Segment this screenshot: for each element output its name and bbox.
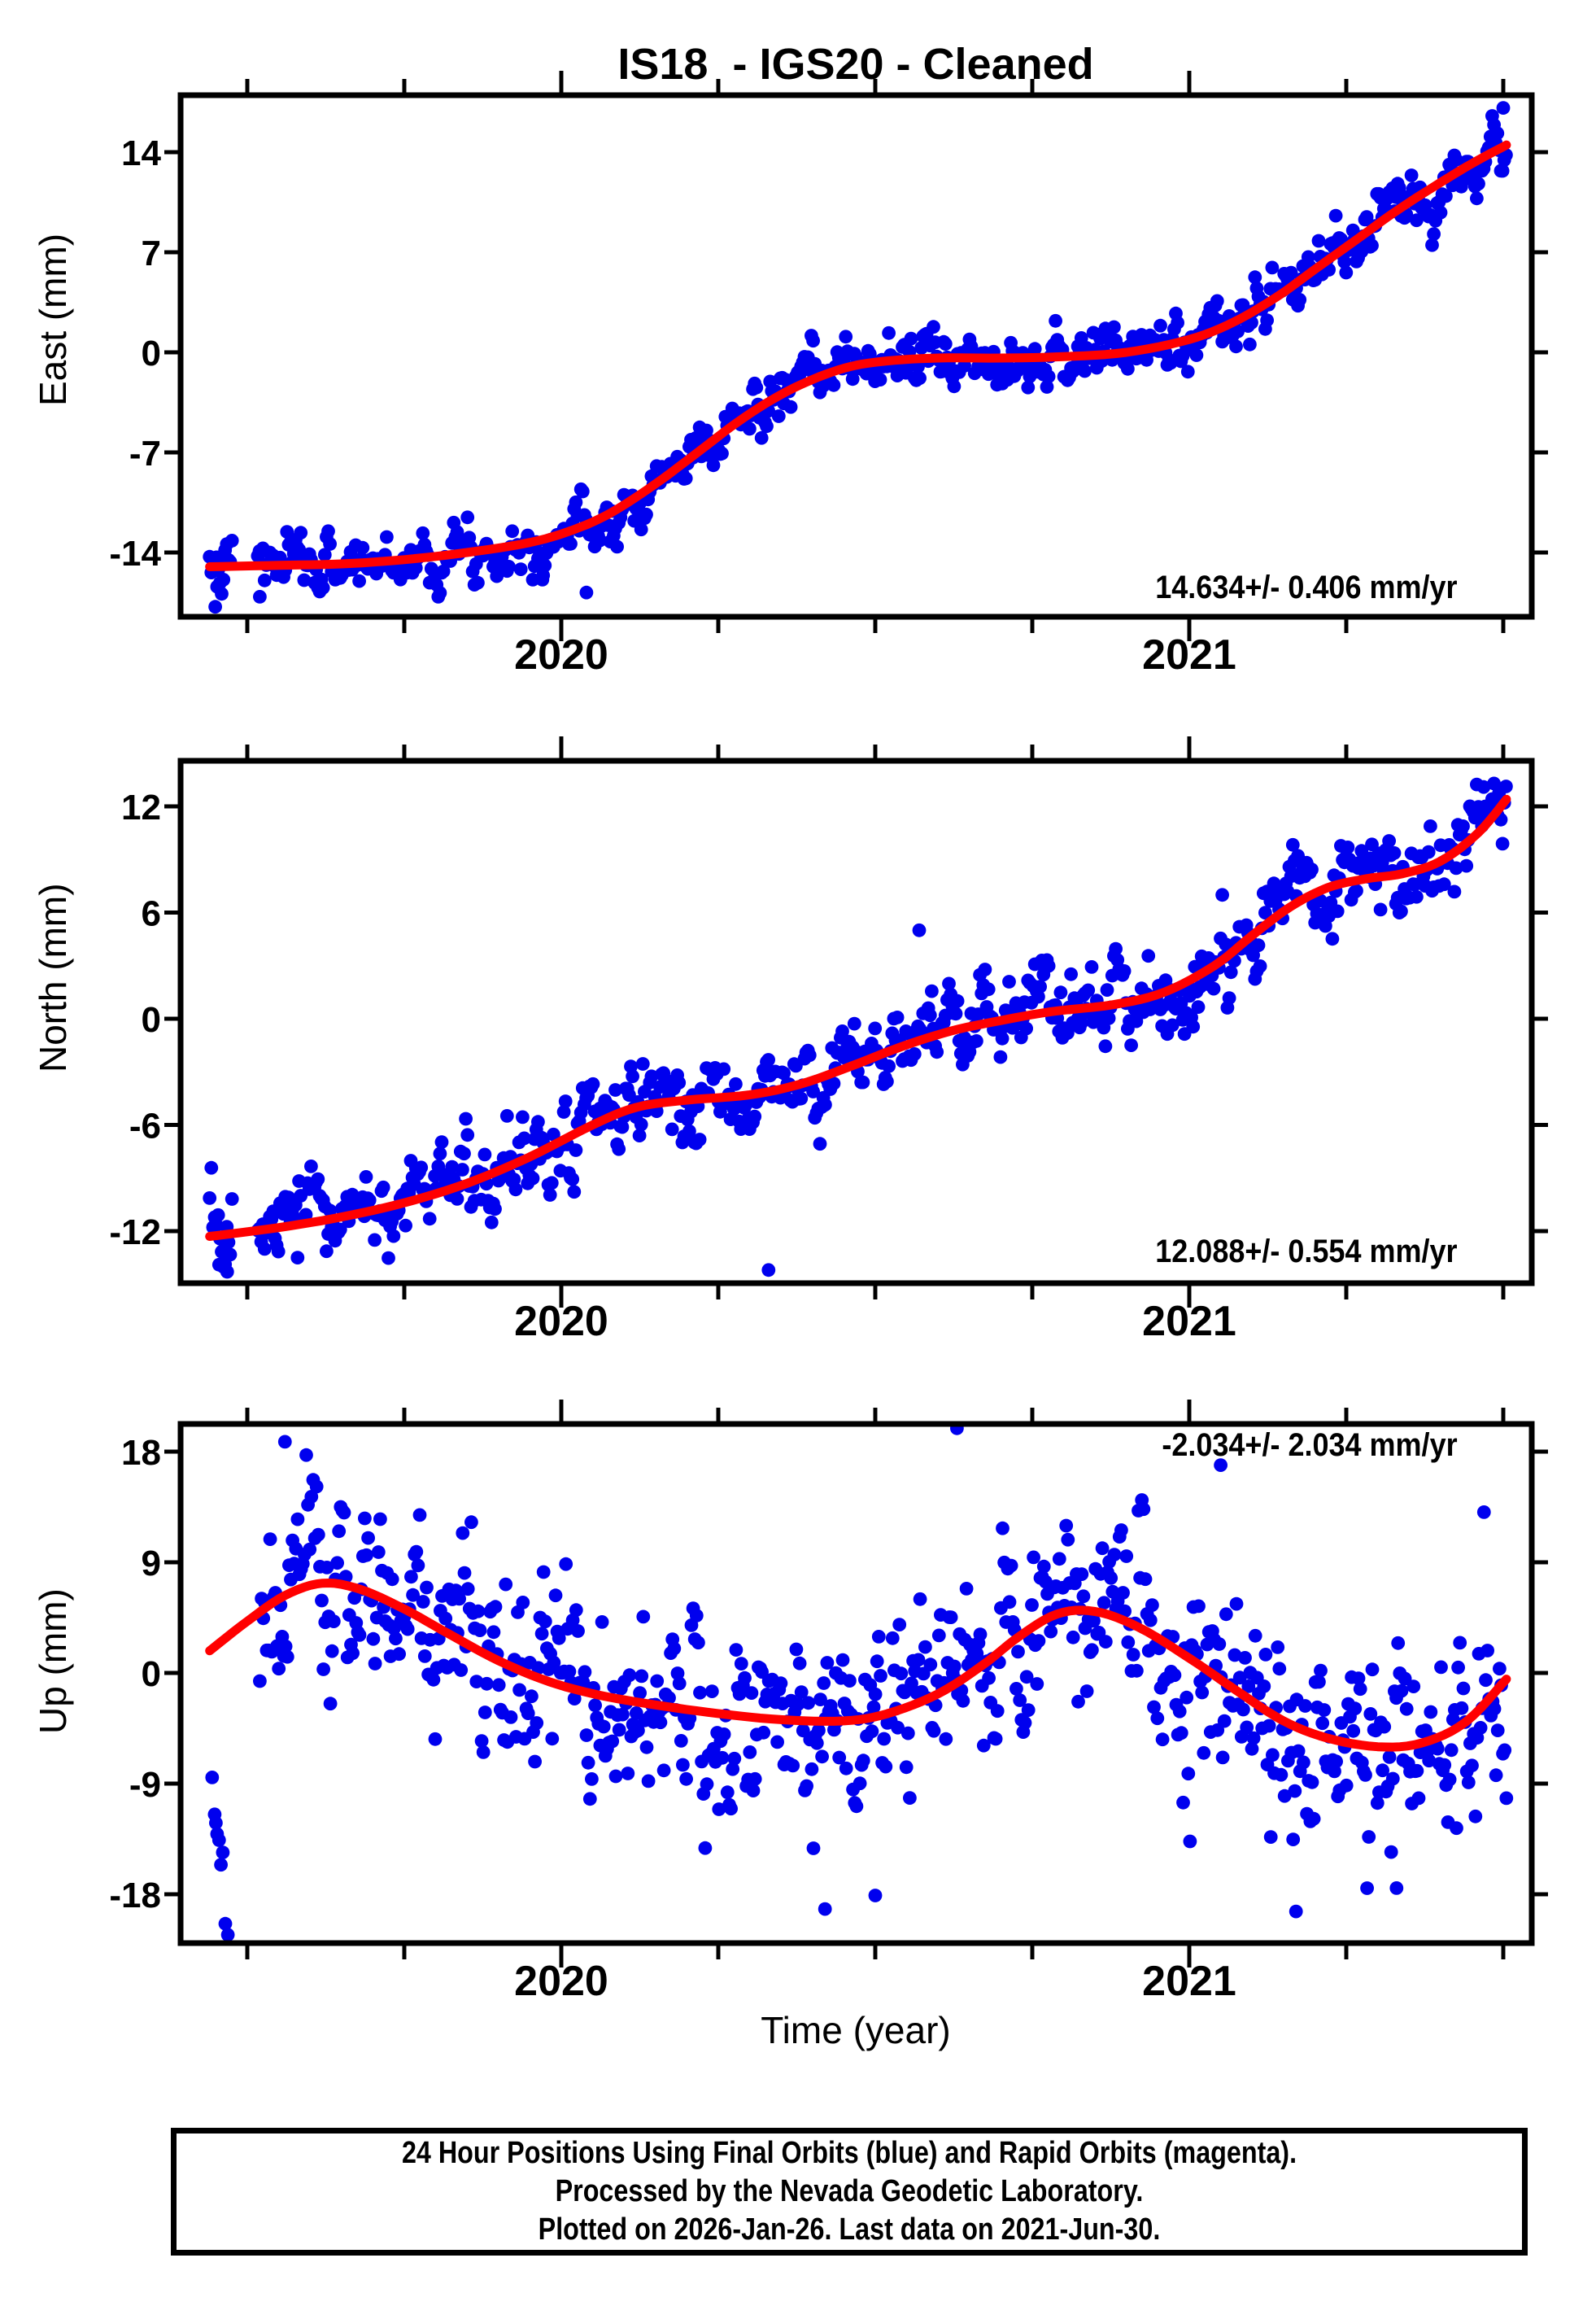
east-tick-marks [164,71,1548,641]
svg-text:2020: 2020 [514,1298,608,1345]
north-rate-annotation: 12.088+/- 0.554 mm/yr [1155,1234,1458,1269]
east-rate-annotation: 14.634+/- 0.406 mm/yr [1155,570,1458,605]
svg-text:2021: 2021 [1142,631,1236,679]
svg-text:18: 18 [121,1433,161,1473]
svg-text:2021: 2021 [1142,1298,1236,1345]
up-plot: 18 9 0 -9 -18 2020 2021 [109,1400,1548,2005]
east-trend-line [205,140,1511,571]
caption-line-3: Plotted on 2026-Jan-26. Last data on 202… [538,2212,1161,2247]
east-scatter-points [203,101,1513,614]
svg-text:0: 0 [142,1654,161,1694]
svg-text:-18: -18 [109,1876,161,1915]
east-axis-box [177,92,1535,620]
east-xtick-labels: 2020 2021 [514,631,1236,679]
north-xtick-labels: 2020 2021 [514,1298,1236,1345]
north-axis-title: North (mm) [32,883,74,1072]
svg-text:0: 0 [142,1000,161,1040]
svg-text:9: 9 [142,1544,161,1583]
caption-line-1: 24 Hour Positions Using Final Orbits (bl… [401,2136,1297,2170]
svg-text:2020: 2020 [514,1958,608,2005]
svg-text:14: 14 [121,133,161,173]
east-ytick-labels: 14 7 0 -7 -14 [109,133,161,574]
svg-text:2020: 2020 [514,631,608,679]
svg-text:0: 0 [142,334,161,373]
svg-text:-14: -14 [109,534,161,574]
north-axis-box [177,758,1535,1286]
up-axis-box [177,1421,1535,1946]
up-xtick-labels: 2020 2021 [514,1958,1236,2005]
north-trend-line [205,794,1511,1241]
svg-text:-12: -12 [109,1212,161,1252]
svg-text:2021: 2021 [1142,1958,1236,2005]
north-ytick-labels: 12 6 0 -6 -12 [109,788,161,1252]
up-axis-title: Up (mm) [32,1588,74,1734]
up-rate-annotation: -2.034+/- 2.034 mm/yr [1162,1427,1458,1463]
svg-text:-6: -6 [129,1106,161,1146]
up-trend-line [205,1579,1511,1752]
svg-text:6: 6 [142,893,161,933]
up-ytick-labels: 18 9 0 -9 -18 [109,1433,161,1915]
page-title: IS18 - IGS20 - Cleaned [617,40,1094,89]
up-scatter-points [205,1426,1514,1941]
svg-text:-9: -9 [129,1765,161,1805]
caption-box: 24 Hour Positions Using Final Orbits (bl… [171,2128,1528,2256]
caption-line-2: Processed by the Nevada Geodetic Laborat… [555,2174,1144,2208]
x-axis-title: Time (year) [761,2009,951,2051]
svg-text:12: 12 [121,788,161,828]
svg-text:-7: -7 [129,434,161,474]
north-plot: 12 6 0 -6 -12 2020 2021 [109,736,1548,1345]
svg-text:7: 7 [142,234,161,273]
east-axis-title: East (mm) [32,233,74,406]
up-tick-marks [164,1400,1548,1968]
east-plot: 14 7 0 -7 -14 2020 2021 [109,71,1548,679]
north-tick-marks [164,736,1548,1308]
